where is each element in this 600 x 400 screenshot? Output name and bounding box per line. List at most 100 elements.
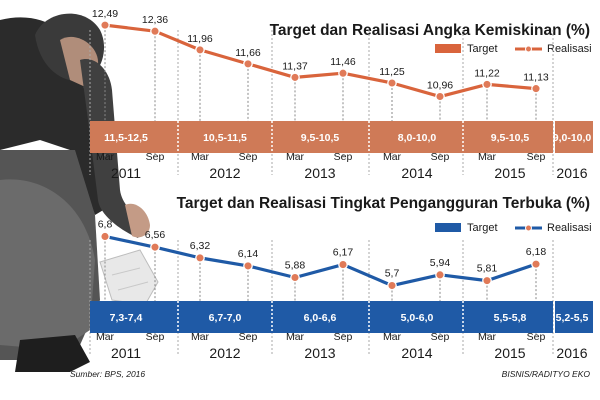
poverty-year-label-2013: 2013 — [304, 165, 335, 181]
poverty-data-label: 12,36 — [142, 14, 168, 26]
unemployment-tick-label: Mar — [286, 331, 305, 343]
unemployment-target-label-2015: 5,5-5,8 — [494, 312, 527, 324]
poverty-data-label: 11,13 — [523, 72, 549, 84]
poverty-legend-target-label: Target — [467, 43, 498, 55]
poverty-legend-realisasi-label: Realisasi — [547, 43, 592, 55]
poverty-data-point — [150, 26, 160, 37]
poverty-data-label: 11,66 — [235, 47, 261, 59]
unemployment-target-label-2016: 5,2-5,5 — [556, 312, 589, 324]
poverty-tick-label: Mar — [191, 151, 210, 163]
unemployment-data-label: 6,8 — [98, 218, 113, 230]
unemployment-tick-label: Mar — [478, 331, 497, 343]
unemployment-legend: Target Realisasi — [435, 222, 592, 234]
source-note: Sumber: BPS, 2016 — [70, 369, 145, 379]
poverty-target-label-2012: 10,5-11,5 — [203, 132, 247, 144]
poverty-tick-label: Mar — [383, 151, 402, 163]
poverty-target-label-2016: 9,0-10,0 — [553, 132, 592, 144]
poverty-year-label-2015: 2015 — [494, 165, 525, 181]
unemployment-data-label: 6,14 — [238, 248, 259, 260]
unemployment-data-point — [195, 253, 205, 263]
poverty-target-label-2015: 9,5-10,5 — [491, 132, 530, 144]
poverty-year-label-2011: 2011 — [111, 165, 141, 181]
poverty-tick-label: Sep — [527, 151, 546, 163]
poverty-tick-label: Sep — [146, 151, 165, 163]
poverty-tick-label: Mar — [478, 151, 497, 163]
unemployment-year-label-2014: 2014 — [401, 345, 432, 361]
unemployment-year-label-2016: 2016 — [556, 345, 587, 361]
poverty-data-label: 11,46 — [330, 56, 356, 68]
unemployment-tick-label: Sep — [334, 331, 353, 343]
poverty-chart-title: Target dan Realisasi Angka Kemiskinan (%… — [270, 22, 590, 39]
unemployment-tick-label: Sep — [146, 331, 165, 343]
poverty-tick-label: Mar — [286, 151, 305, 163]
unemployment-data-label: 5,94 — [430, 257, 451, 269]
unemployment-data-label: 6,18 — [526, 246, 547, 258]
unemployment-data-label: 5,88 — [285, 260, 306, 272]
unemployment-data-point — [387, 280, 397, 291]
poverty-data-point — [387, 78, 397, 88]
unemployment-data-label: 6,17 — [333, 247, 354, 259]
unemployment-chart: 7,3-7,4 6,7-7,0 6,0-6,6 5,0-6,0 5,5-5,8 5,2-5… — [89, 218, 593, 361]
unemployment-data-point — [150, 242, 160, 253]
unemployment-target-label-2013: 6,0-6,6 — [304, 312, 337, 324]
poverty-data-point — [482, 79, 492, 90]
poverty-data-point — [100, 20, 110, 30]
unemployment-tick-label: Mar — [96, 331, 115, 343]
poverty-data-point — [195, 45, 205, 55]
poverty-data-label: 11,37 — [282, 60, 308, 72]
poverty-year-label-2012: 2012 — [209, 165, 240, 181]
unemployment-tick-label: Sep — [527, 331, 546, 343]
poverty-tick-label: Sep — [334, 151, 353, 163]
unemployment-data-point — [531, 259, 541, 269]
poverty-year-label-2014: 2014 — [401, 165, 432, 181]
unemployment-tick-label: Mar — [383, 331, 402, 343]
unemployment-data-label: 5,7 — [385, 268, 400, 280]
poverty-target-label-2014: 8,0-10,0 — [398, 132, 437, 144]
unemployment-tick-label: Sep — [431, 331, 450, 343]
unemployment-target-band-2016 — [555, 301, 593, 333]
poverty-legend-target-swatch — [435, 44, 461, 53]
poverty-data-label: 11,25 — [379, 66, 405, 78]
poverty-data-point — [338, 68, 348, 79]
poverty-target-band-2016 — [555, 121, 593, 153]
poverty-data-label: 10,96 — [427, 80, 453, 92]
unemployment-year-label-2013: 2013 — [304, 345, 335, 361]
unemployment-data-point — [482, 275, 492, 286]
unemployment-tick-label: Mar — [191, 331, 210, 343]
poverty-year-label-2016: 2016 — [556, 165, 587, 181]
poverty-legend-marker-swatch — [525, 45, 532, 53]
unemployment-legend-target-label: Target — [467, 222, 498, 234]
unemployment-data-point — [435, 269, 445, 280]
unemployment-realisasi-line — [104, 234, 537, 288]
unemployment-tick-label: Sep — [239, 331, 258, 343]
unemployment-data-label: 6,32 — [190, 240, 211, 252]
poverty-tick-label: Sep — [431, 151, 450, 163]
unemployment-data-point — [100, 231, 110, 242]
unemployment-year-label-2012: 2012 — [209, 345, 240, 361]
unemployment-data-label: 6,56 — [145, 229, 166, 241]
unemployment-target-band — [90, 301, 553, 333]
poverty-data-point — [435, 91, 445, 102]
poverty-data-point — [290, 72, 300, 83]
unemployment-target-label-2011: 7,3-7,4 — [110, 312, 143, 324]
poverty-data-point — [243, 59, 253, 69]
poverty-data-label: 12,49 — [92, 8, 118, 20]
poverty-legend: Target Realisasi — [435, 43, 592, 55]
poverty-tick-label: Sep — [239, 151, 258, 163]
unemployment-year-label-2015: 2015 — [494, 345, 525, 361]
poverty-data-label: 11,96 — [187, 33, 213, 45]
poverty-target-label-2013: 9,5-10,5 — [301, 132, 340, 144]
poverty-tick-label: Mar — [96, 151, 115, 163]
unemployment-data-label: 5,81 — [477, 263, 498, 275]
poverty-target-band — [90, 121, 553, 153]
unemployment-data-point — [243, 261, 253, 271]
unemployment-target-label-2014: 5,0-6,0 — [401, 312, 434, 324]
poverty-realisasi-line — [104, 23, 537, 99]
unemployment-chart-title: Target dan Realisasi Tingkat Penganggura… — [177, 195, 590, 212]
unemployment-legend-target-swatch — [435, 223, 461, 232]
poverty-chart: 11,5-12,5 10,5-11,5 9,5-10,5 8,0-10,0 9,5-10… — [89, 8, 593, 181]
poverty-data-point — [531, 83, 541, 94]
credit-note: BISNIS/RADITYO EKO — [502, 369, 591, 379]
unemployment-data-point — [338, 259, 348, 270]
